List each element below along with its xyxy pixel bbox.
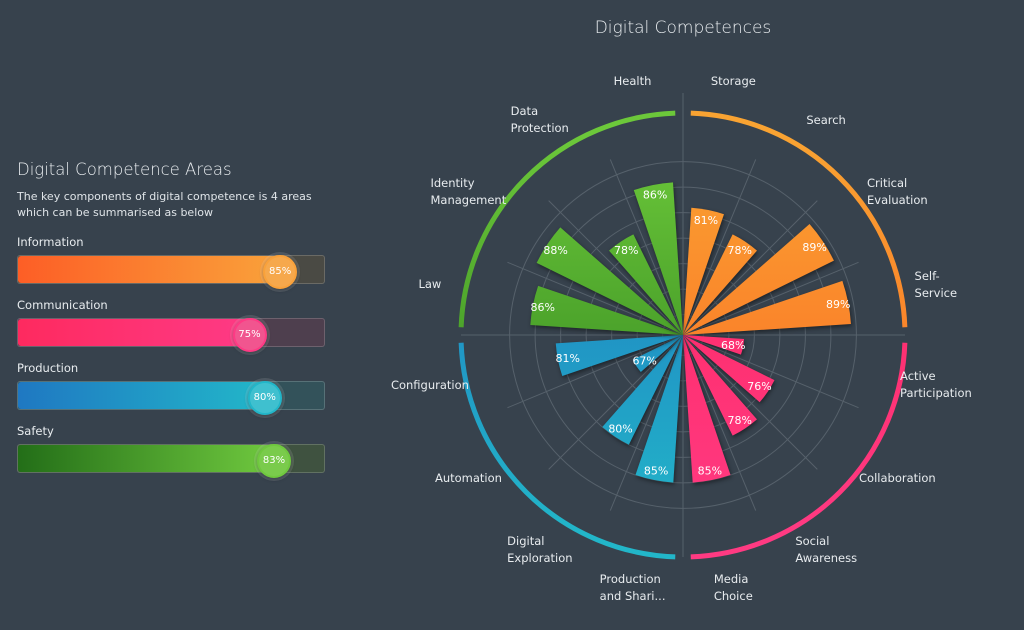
bar-value-label: 85%	[698, 464, 722, 477]
chart-title: Digital Competences	[594, 18, 772, 38]
category-label: Active Participation	[900, 369, 972, 401]
progress-fill	[18, 382, 263, 409]
panel-description: The key components of digital competence…	[17, 190, 312, 219]
bar-production-and-shari-	[635, 335, 683, 483]
category-label: Social Awareness	[795, 533, 858, 565]
grid-spoke	[548, 200, 684, 336]
group-arc-production	[458, 342, 676, 560]
progress-value-knob: 80%	[247, 380, 282, 415]
progress-fill	[18, 445, 272, 472]
bar-data-protection	[609, 234, 683, 335]
category-label: Production and Shari...	[599, 572, 666, 604]
bar-critical-evaluation	[683, 224, 834, 335]
category-label: Media Choice	[713, 572, 753, 604]
bar-law	[530, 285, 683, 335]
bar-value-label: 89%	[802, 241, 826, 254]
group-arc-communication	[690, 342, 908, 560]
category-label: Data Protection	[510, 104, 569, 136]
bar-value-label: 89%	[826, 298, 850, 311]
bar-value-label: 85%	[644, 464, 668, 477]
grid-spoke	[682, 159, 757, 336]
category-label: Critical Evaluation	[867, 175, 928, 207]
progress-fill	[18, 319, 248, 346]
area-label: Information	[17, 235, 84, 249]
area-communication: Communication 75%	[17, 298, 337, 352]
bar-configuration	[555, 335, 683, 376]
grid-spoke	[548, 334, 684, 470]
bar-identity-management	[536, 227, 683, 335]
bar-value-label: 81%	[694, 214, 718, 227]
bar-value-label: 78%	[728, 414, 752, 427]
bar-active-participation	[683, 335, 745, 355]
bar-social-awareness	[683, 335, 757, 436]
grid-spoke	[609, 159, 684, 336]
area-safety: Safety 83%	[17, 424, 337, 478]
bar-value-label: 78%	[728, 244, 752, 257]
category-label: Law	[418, 277, 442, 292]
category-label: Storage	[710, 74, 756, 89]
bar-health	[633, 182, 683, 335]
grid-spoke	[609, 334, 684, 511]
grid-spoke	[682, 200, 818, 336]
competence-areas-panel: Digital Competence Areas The key compone…	[17, 160, 337, 487]
bar-value-label: 80%	[608, 422, 632, 435]
bar-self-service	[683, 280, 851, 335]
category-label: Collaboration	[859, 470, 936, 485]
progress-fill	[18, 256, 279, 283]
grid-spoke	[507, 261, 684, 336]
bar-value-label: 67%	[632, 355, 656, 368]
bar-value-label: 68%	[721, 339, 745, 352]
bar-value-label: 76%	[747, 380, 771, 393]
grid-spoke	[682, 261, 859, 336]
progress-bar: 83%	[17, 443, 325, 478]
area-label: Safety	[17, 424, 54, 438]
panel-title: Digital Competence Areas	[17, 160, 232, 179]
group-arc-safety	[458, 110, 676, 328]
area-label: Production	[17, 361, 79, 375]
progress-bar: 80%	[17, 380, 325, 415]
bar-value-label: 86%	[531, 301, 555, 314]
grid-spoke	[682, 334, 818, 470]
grid-spoke	[682, 334, 757, 511]
bar-media-choice	[683, 335, 731, 483]
bar-storage	[683, 207, 724, 335]
progress-value-knob: 83%	[256, 443, 291, 478]
progress-bar: 75%	[17, 317, 325, 352]
category-label: Digital Exploration	[507, 533, 573, 565]
category-label: Health	[613, 74, 652, 89]
bar-automation	[632, 335, 683, 372]
progress-bar: 85%	[17, 254, 325, 289]
bar-value-label: 88%	[543, 244, 567, 257]
area-label: Communication	[17, 298, 108, 312]
category-label: Configuration	[390, 377, 469, 392]
bar-collaboration	[683, 335, 775, 403]
grid-spoke	[682, 334, 859, 409]
progress-value-knob: 85%	[263, 254, 298, 289]
area-production: Production 80%	[17, 361, 337, 415]
category-label: Search	[806, 112, 846, 127]
bar-digital-exploration	[602, 335, 683, 445]
bar-value-label: 78%	[614, 244, 638, 257]
bar-value-label: 81%	[556, 352, 580, 365]
category-label: Identity Management	[430, 175, 507, 207]
grid-spoke	[507, 334, 684, 409]
group-arc-information	[690, 110, 908, 328]
category-label: Self- Service	[914, 268, 958, 300]
progress-value-knob: 75%	[232, 317, 267, 352]
bar-value-label: 86%	[643, 189, 667, 202]
area-information: Information 85%	[17, 235, 337, 289]
category-label: Automation	[434, 470, 502, 485]
bar-search	[683, 234, 757, 335]
